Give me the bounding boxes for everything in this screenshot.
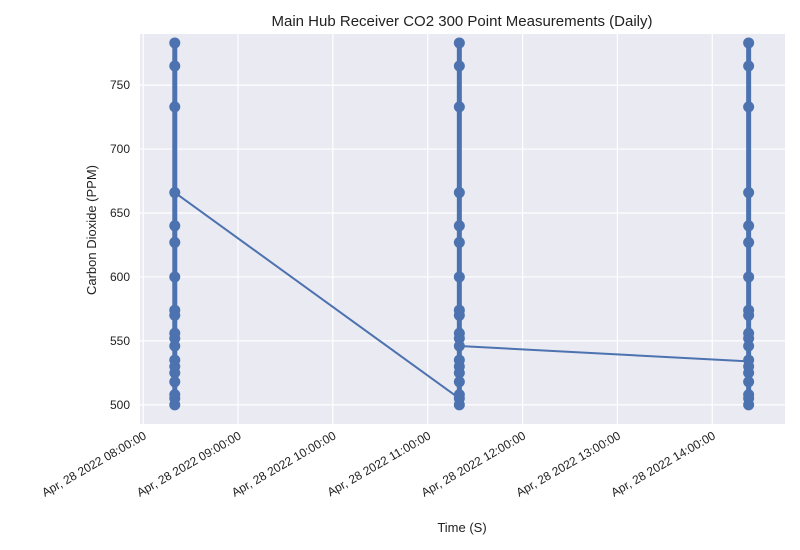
data-point bbox=[453, 37, 465, 49]
y-tick-labels: 500 550 600 650 700 750 bbox=[110, 78, 130, 412]
data-point bbox=[169, 367, 181, 379]
series-layer bbox=[169, 37, 755, 411]
x-tick-label: Apr, 28 2022 12:00:00 bbox=[419, 428, 529, 499]
data-point bbox=[169, 271, 181, 283]
data-point bbox=[743, 236, 755, 248]
data-point bbox=[453, 101, 465, 113]
data-point bbox=[169, 101, 181, 113]
data-point bbox=[743, 399, 755, 411]
data-point bbox=[743, 101, 755, 113]
data-point bbox=[743, 187, 755, 199]
series-connector-line bbox=[174, 191, 460, 400]
data-point bbox=[169, 220, 181, 232]
data-point bbox=[169, 236, 181, 248]
data-point bbox=[169, 340, 181, 352]
data-point bbox=[453, 340, 465, 352]
data-point bbox=[453, 187, 465, 199]
data-point bbox=[169, 60, 181, 72]
chart-title: Main Hub Receiver CO2 300 Point Measurem… bbox=[272, 13, 653, 30]
data-point bbox=[169, 309, 181, 321]
data-point bbox=[169, 37, 181, 49]
data-point bbox=[743, 220, 755, 232]
data-point bbox=[743, 376, 755, 388]
x-tick-label: Apr, 28 2022 13:00:00 bbox=[514, 428, 624, 499]
data-point bbox=[743, 37, 755, 49]
x-axis-label: Time (S) bbox=[437, 520, 486, 535]
y-tick-label: 500 bbox=[110, 398, 130, 412]
data-point bbox=[169, 399, 181, 411]
data-point bbox=[743, 60, 755, 72]
data-point bbox=[169, 376, 181, 388]
data-point bbox=[453, 309, 465, 321]
y-tick-label: 750 bbox=[110, 78, 130, 92]
data-point bbox=[169, 332, 181, 344]
y-tick-label: 550 bbox=[110, 334, 130, 348]
x-tick-label: Apr, 28 2022 09:00:00 bbox=[134, 428, 244, 499]
data-point bbox=[453, 220, 465, 232]
y-tick-label: 650 bbox=[110, 206, 130, 220]
data-point bbox=[453, 332, 465, 344]
y-tick-label: 600 bbox=[110, 270, 130, 284]
data-point bbox=[453, 271, 465, 283]
data-point bbox=[453, 367, 465, 379]
x-tick-label: Apr, 28 2022 14:00:00 bbox=[608, 428, 718, 499]
data-point bbox=[453, 376, 465, 388]
data-point bbox=[743, 367, 755, 379]
data-point bbox=[743, 332, 755, 344]
data-point bbox=[453, 60, 465, 72]
y-axis-label: Carbon Dioxide (PPM) bbox=[84, 165, 99, 295]
x-tick-label: Apr, 28 2022 10:00:00 bbox=[229, 428, 339, 499]
data-point bbox=[743, 309, 755, 321]
y-tick-label: 700 bbox=[110, 142, 130, 156]
data-point bbox=[453, 236, 465, 248]
data-point bbox=[169, 187, 181, 199]
data-point bbox=[743, 340, 755, 352]
x-tick-label: Apr, 28 2022 11:00:00 bbox=[325, 428, 434, 499]
series-connector-line bbox=[459, 345, 749, 363]
data-point bbox=[453, 399, 465, 411]
data-point bbox=[743, 271, 755, 283]
x-tick-label: Apr, 28 2022 08:00:00 bbox=[39, 428, 149, 499]
